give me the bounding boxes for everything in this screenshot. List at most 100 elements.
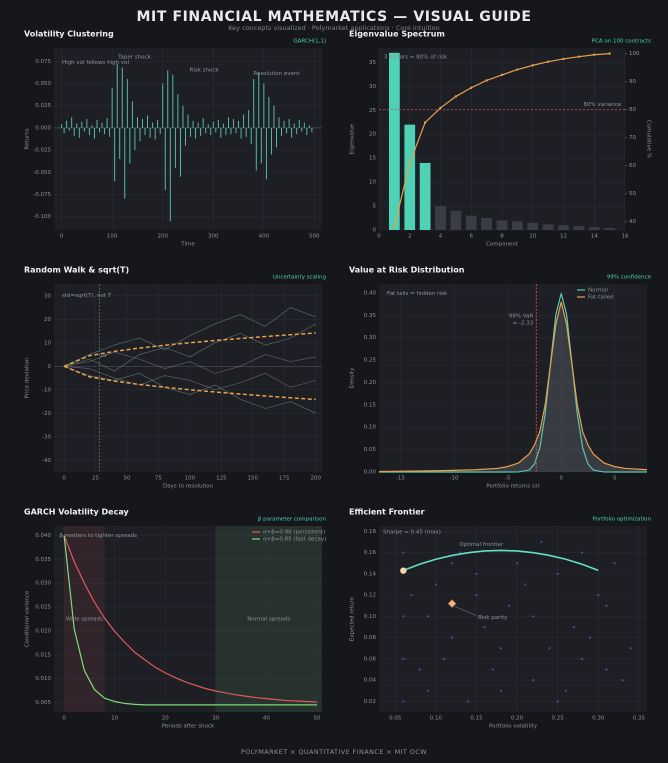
plot-area bbox=[54, 284, 322, 472]
x-tick-label: 16 bbox=[622, 234, 629, 240]
portfolio-point bbox=[467, 700, 470, 703]
y-tick-label: -0.050 bbox=[33, 170, 51, 176]
cumulative-point bbox=[454, 95, 458, 98]
y-tick-label: 0.06 bbox=[364, 656, 377, 662]
x-axis-label: Portfolio volatility bbox=[489, 724, 538, 730]
x-tick-label: -10 bbox=[450, 476, 459, 482]
shaded-region bbox=[215, 526, 322, 712]
y-tick-label: 0.015 bbox=[35, 652, 51, 658]
y-tick-label: 0.10 bbox=[364, 614, 377, 620]
portfolio-point bbox=[515, 562, 519, 565]
y-tick-label: 0.18 bbox=[364, 529, 377, 535]
y2-tick-label: 90 bbox=[629, 79, 636, 85]
cumulative-point bbox=[393, 225, 396, 228]
x-tick-label: 50 bbox=[123, 476, 130, 482]
eigen-bar bbox=[435, 206, 446, 230]
portfolio-point bbox=[450, 636, 454, 639]
y-tick-label: 0.040 bbox=[35, 533, 51, 539]
y-axis-label: Conditional variance bbox=[25, 590, 31, 647]
y-tick-label: 20 bbox=[369, 132, 376, 138]
x-axis-label: Periods after shock bbox=[162, 724, 215, 730]
portfolio-point bbox=[605, 668, 608, 671]
subtitle: Key concepts visualized · Polymarket app… bbox=[228, 24, 440, 32]
y-tick-label: 0.000 bbox=[35, 125, 51, 131]
x-tick-label: 40 bbox=[263, 716, 270, 722]
portfolio-point bbox=[613, 562, 616, 565]
portfolio-point bbox=[589, 636, 592, 639]
threshold-label: 80% variance bbox=[583, 102, 621, 108]
y-tick-label: 0.35 bbox=[364, 313, 377, 319]
x-tick-label: 200 bbox=[157, 234, 168, 240]
y-tick-label: 0.020 bbox=[35, 628, 51, 634]
portfolio-point bbox=[532, 615, 535, 618]
plot-area bbox=[379, 284, 647, 472]
annotation: High vol follows high vol bbox=[62, 60, 129, 66]
cumulative-point bbox=[485, 79, 488, 82]
x-tick-label: 0.30 bbox=[592, 716, 605, 722]
series-line bbox=[64, 365, 316, 391]
portfolio-point bbox=[426, 689, 429, 692]
y-tick-label: 0.20 bbox=[364, 380, 377, 386]
y-tick-label: -20 bbox=[42, 411, 51, 417]
portfolio-point bbox=[597, 593, 600, 597]
series-line bbox=[63, 535, 317, 703]
annotation: std=sqrt(T), not T bbox=[62, 293, 112, 299]
cumulative-point bbox=[470, 86, 473, 89]
x-tick-label: 0.20 bbox=[511, 716, 524, 722]
corner-label: Uncertainty scaling bbox=[273, 275, 326, 281]
x-tick-label: 150 bbox=[248, 476, 259, 482]
y-tick-label: 0.10 bbox=[364, 425, 377, 431]
y-tick-label: 5 bbox=[373, 204, 377, 210]
y-tick-label: 10 bbox=[369, 180, 376, 186]
portfolio-point bbox=[402, 615, 405, 618]
portfolio-point bbox=[556, 700, 559, 703]
x-tick-label: 10 bbox=[111, 716, 118, 722]
y-tick-label: 0.025 bbox=[35, 605, 51, 611]
panel-title: GARCH Volatility Decay bbox=[24, 508, 129, 517]
portfolio-point bbox=[572, 625, 576, 629]
y-tick-label: 0.05 bbox=[364, 447, 377, 453]
cumulative-point bbox=[531, 64, 534, 67]
x-tick-label: 25 bbox=[92, 476, 99, 482]
series-line bbox=[64, 351, 316, 374]
series-line bbox=[63, 365, 316, 414]
eigen-bar bbox=[388, 52, 400, 230]
portfolio-point bbox=[434, 583, 437, 586]
annotation: 3 factors = 80% of risk bbox=[384, 55, 448, 61]
x-axis-label: Time bbox=[180, 242, 195, 248]
y2-tick-label: 100 bbox=[629, 51, 640, 57]
y-tick-label: 0.04 bbox=[364, 678, 377, 684]
annotation: 1σ bbox=[100, 353, 107, 359]
x-tick-label: 400 bbox=[259, 234, 270, 240]
corner-label: Portfolio optimization bbox=[592, 517, 651, 523]
frontier-line bbox=[403, 549, 599, 572]
y-tick-label: 0.12 bbox=[364, 593, 376, 599]
corner-label: 99% confidence bbox=[607, 275, 652, 281]
legend-label: Normal bbox=[588, 288, 608, 294]
x-tick-label: 0.05 bbox=[389, 716, 402, 722]
corner-label: PCA on 100 contracts bbox=[592, 39, 651, 45]
panel-title: Eigenvalue Spectrum bbox=[349, 30, 445, 39]
y-tick-label: 0 bbox=[373, 228, 377, 234]
x-tick-label: 0.35 bbox=[633, 716, 646, 722]
portfolio-point bbox=[499, 647, 502, 650]
portfolio-point bbox=[524, 583, 527, 586]
plot-area bbox=[379, 526, 647, 712]
legend-label: Fat-tailed bbox=[588, 295, 614, 301]
x-tick-label: 500 bbox=[309, 234, 320, 240]
y-tick-label: -10 bbox=[42, 387, 51, 393]
x-tick-label: 6 bbox=[470, 234, 474, 240]
panel-title: Volatility Clustering bbox=[24, 30, 114, 39]
x-tick-label: 2 bbox=[408, 234, 412, 240]
y-tick-label: -0.100 bbox=[33, 214, 51, 220]
legend-label: α+β=0.98 (persistent) bbox=[263, 530, 325, 536]
annotation: Risk shock bbox=[190, 67, 220, 73]
portfolio-point bbox=[402, 551, 405, 554]
eigen-bar bbox=[604, 228, 616, 230]
series-line bbox=[63, 323, 316, 372]
corner-label: GARCH(1,1) bbox=[293, 39, 326, 45]
cumulative-point bbox=[562, 57, 565, 61]
portfolio-point bbox=[491, 668, 494, 671]
eigen-bar bbox=[558, 225, 569, 230]
